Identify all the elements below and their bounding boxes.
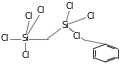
Text: Cl: Cl xyxy=(21,51,29,60)
Text: Cl: Cl xyxy=(0,34,9,43)
Text: Cl: Cl xyxy=(66,2,74,11)
Text: Cl: Cl xyxy=(86,12,95,21)
Text: Cl: Cl xyxy=(37,6,45,15)
Text: Cl: Cl xyxy=(25,12,33,21)
Text: Si: Si xyxy=(61,21,69,30)
Text: Cl: Cl xyxy=(73,32,81,41)
Text: Si: Si xyxy=(21,34,29,43)
